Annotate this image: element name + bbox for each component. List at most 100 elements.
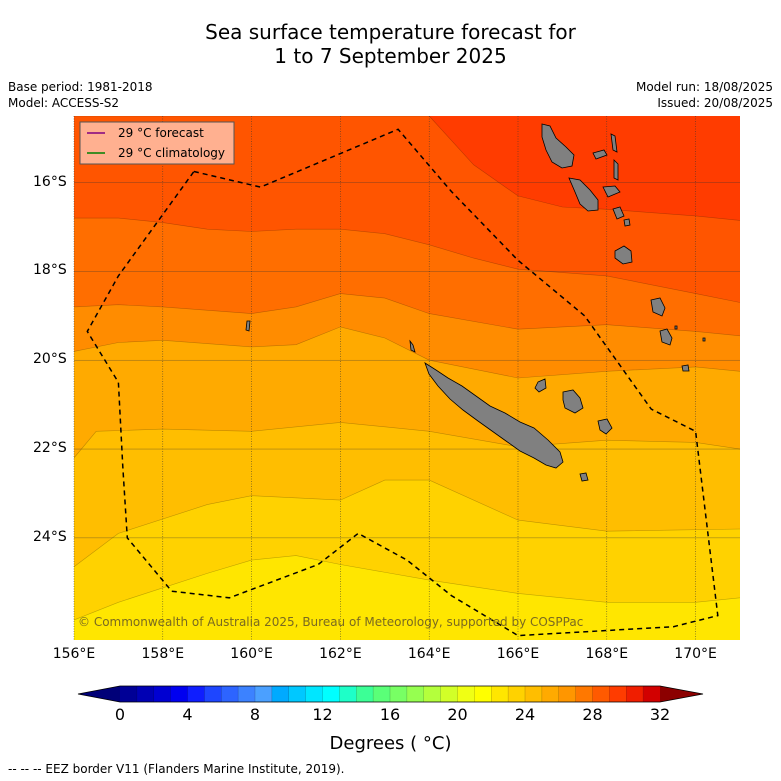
chart-title-line2: 1 to 7 September 2025 bbox=[274, 44, 507, 68]
colorbar-cell bbox=[221, 686, 239, 702]
colorbar-cell bbox=[373, 686, 391, 702]
colorbar-tick-label: 24 bbox=[514, 705, 536, 724]
lon-tick-label: 160°E bbox=[230, 646, 273, 662]
legend-background bbox=[79, 121, 235, 165]
land-shepherds bbox=[623, 218, 631, 227]
colorbar-tick-label: 28 bbox=[582, 705, 603, 724]
colorbar-cell bbox=[491, 686, 509, 702]
isotherm-30c bbox=[74, 217, 740, 303]
lat-tick-label: 22°S bbox=[33, 440, 67, 457]
lon-tick-label: 170°E bbox=[674, 646, 717, 662]
model-run: Model run: 18/08/2025 bbox=[635, 80, 773, 94]
colorbar-cell bbox=[187, 686, 205, 702]
legend-forecast-label: 29 °C forecast bbox=[118, 126, 204, 140]
colorbar-cell bbox=[170, 686, 188, 702]
colorbar-cell bbox=[457, 686, 475, 702]
eez-border-line bbox=[86, 128, 719, 637]
isotherm-27c bbox=[74, 422, 740, 459]
land-espiritu-santo bbox=[541, 123, 575, 169]
band-31c bbox=[74, 116, 740, 221]
lon-tick-label: 164°E bbox=[407, 646, 451, 662]
land-tanna bbox=[659, 328, 673, 346]
colorbar-cell bbox=[255, 686, 273, 702]
footer-note: -- -- -- EEZ border V11 (Flanders Marine… bbox=[8, 762, 345, 776]
colorbar-cell bbox=[626, 686, 644, 702]
lon-tick-label: 156°E bbox=[52, 646, 96, 662]
model-name: Model: ACCESS-S2 bbox=[8, 96, 120, 110]
colorbar-cell bbox=[541, 686, 560, 702]
colorbar-cell bbox=[153, 686, 171, 702]
chart-title-line1: Sea surface temperature forecast for bbox=[205, 20, 576, 44]
colorbar-cell bbox=[558, 686, 576, 702]
colorbar-cell bbox=[440, 686, 458, 702]
lon-tick-label: 168°E bbox=[585, 646, 629, 662]
land-ambrym bbox=[602, 185, 621, 198]
isotherm-31c bbox=[74, 116, 740, 221]
land-aneityum bbox=[681, 364, 690, 372]
colorbar-cell bbox=[643, 686, 661, 702]
colorbar-cell bbox=[592, 686, 610, 702]
meta-right: Model run: 18/08/2025 Issued: 20/08/2025 bbox=[636, 79, 773, 111]
lon-tick-label: 166°E bbox=[496, 646, 540, 662]
colorbar-cell bbox=[305, 686, 323, 702]
lat-tick-label: 18°S bbox=[33, 262, 67, 279]
lat-tick-label: 16°S bbox=[33, 173, 67, 190]
colorbar-cell bbox=[575, 686, 593, 702]
land-epi bbox=[612, 206, 625, 220]
colorbar-tick-label: 20 bbox=[447, 705, 468, 724]
colorbar-cell bbox=[406, 686, 425, 702]
colorbar-tick-label: 0 bbox=[114, 705, 126, 724]
colorbar-cell bbox=[238, 686, 256, 702]
landmasses bbox=[245, 123, 706, 482]
land-chesterfield bbox=[245, 320, 251, 332]
land-loyalty-2 bbox=[562, 389, 584, 414]
land-islet-1 bbox=[674, 325, 678, 330]
land-belep bbox=[409, 339, 416, 353]
colorbar-tick-label: 12 bbox=[312, 705, 333, 724]
colorbar-cell bbox=[356, 686, 374, 702]
land-pentecost bbox=[613, 159, 619, 181]
land-ambae bbox=[592, 149, 608, 160]
legend-box: 29 °C forecast 29 °C climatology bbox=[79, 121, 235, 165]
land-loyalty-3 bbox=[597, 418, 613, 435]
colorbar-cell bbox=[609, 686, 627, 702]
land-erromango bbox=[650, 297, 666, 317]
colorbar-cell bbox=[474, 686, 492, 702]
meta-left: Base period: 1981-2018 Model: ACCESS-S2 bbox=[8, 79, 153, 111]
colorbar-cell bbox=[525, 686, 543, 702]
land-efate bbox=[614, 245, 633, 265]
colorbar bbox=[77, 685, 704, 703]
colorbar-tick-label: 16 bbox=[379, 705, 401, 724]
colorbar-tick-label: 8 bbox=[249, 705, 261, 724]
land-isle-pines bbox=[579, 472, 589, 482]
base-period: Base period: 1981-2018 bbox=[8, 80, 153, 94]
legend-climatology-label: 29 °C climatology bbox=[118, 146, 225, 160]
colorbar-extend-high bbox=[660, 686, 703, 702]
isotherm-29c bbox=[74, 293, 740, 337]
colorbar-outline bbox=[77, 685, 704, 703]
land-new-caledonia bbox=[424, 362, 564, 469]
colorbar-cell bbox=[339, 686, 357, 702]
colorbar-cell bbox=[136, 686, 155, 702]
colorbar-cell bbox=[120, 686, 138, 702]
land-islet-2 bbox=[702, 337, 706, 342]
colorbar-cell bbox=[204, 686, 222, 702]
colorbar-cell bbox=[508, 686, 526, 702]
colorbar-extend-low bbox=[78, 686, 120, 702]
eez-border bbox=[86, 128, 719, 637]
colorbar-cell bbox=[390, 686, 408, 702]
lat-tick-label: 20°S bbox=[33, 351, 67, 368]
colorbar-tick-label: 32 bbox=[649, 705, 671, 724]
colorbar-cell bbox=[288, 686, 306, 702]
temperature-bands bbox=[74, 116, 740, 640]
lon-tick-label: 162°E bbox=[319, 646, 362, 662]
land-malekula bbox=[568, 177, 599, 212]
colorbar-label: Degrees ( °C) bbox=[329, 733, 452, 754]
isotherm-28c bbox=[74, 326, 740, 379]
lat-tick-label: 24°S bbox=[33, 528, 67, 545]
colorbar-cell bbox=[271, 686, 290, 702]
land-maewo bbox=[610, 133, 618, 153]
issued-date: Issued: 20/08/2025 bbox=[657, 96, 773, 110]
copyright-text: © Commonwealth of Australia 2025, Bureau… bbox=[78, 615, 583, 629]
